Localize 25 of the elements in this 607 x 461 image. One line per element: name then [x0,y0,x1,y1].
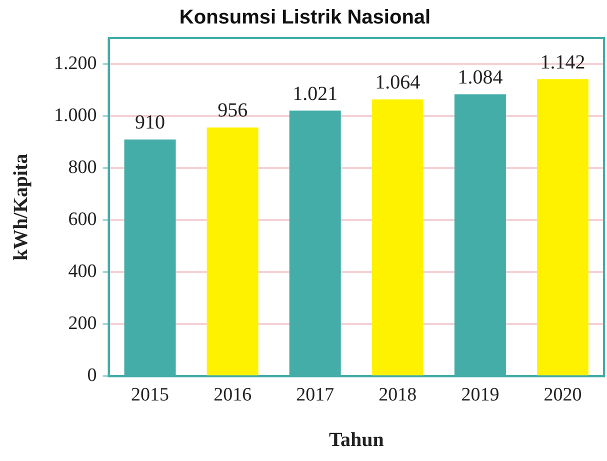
data-label: 1.021 [292,82,338,105]
bar [206,127,258,376]
bar [536,79,588,376]
y-tick-label: 1.200 [54,53,97,74]
x-tick-label: 2017 [296,384,334,406]
y-tick-label: 1.000 [54,105,97,126]
data-label: 956 [218,100,248,122]
y-tick-label: 800 [68,157,97,178]
data-label: 1.064 [375,72,420,94]
y-tick-label: 400 [68,261,97,282]
x-tick-label: 2020 [544,384,582,406]
bar [372,99,424,376]
data-label: 1.084 [458,66,503,88]
x-tick-label: 2016 [214,384,252,406]
x-tick-label: 2018 [378,384,417,406]
chart-title: Konsumsi Listrik Nasional [179,6,431,29]
data-label: 1.142 [540,51,586,74]
y-tick-label: 600 [68,209,97,230]
y-tick-label: 200 [68,313,97,334]
x-tick-label: 2015 [131,384,170,406]
y-axis-title: kWh/Kapita [10,154,32,260]
y-tick-label: 0 [87,365,97,386]
data-label: 910 [135,112,166,134]
x-tick-label: 2019 [461,384,500,406]
x-axis-title: Tahun [328,429,384,452]
